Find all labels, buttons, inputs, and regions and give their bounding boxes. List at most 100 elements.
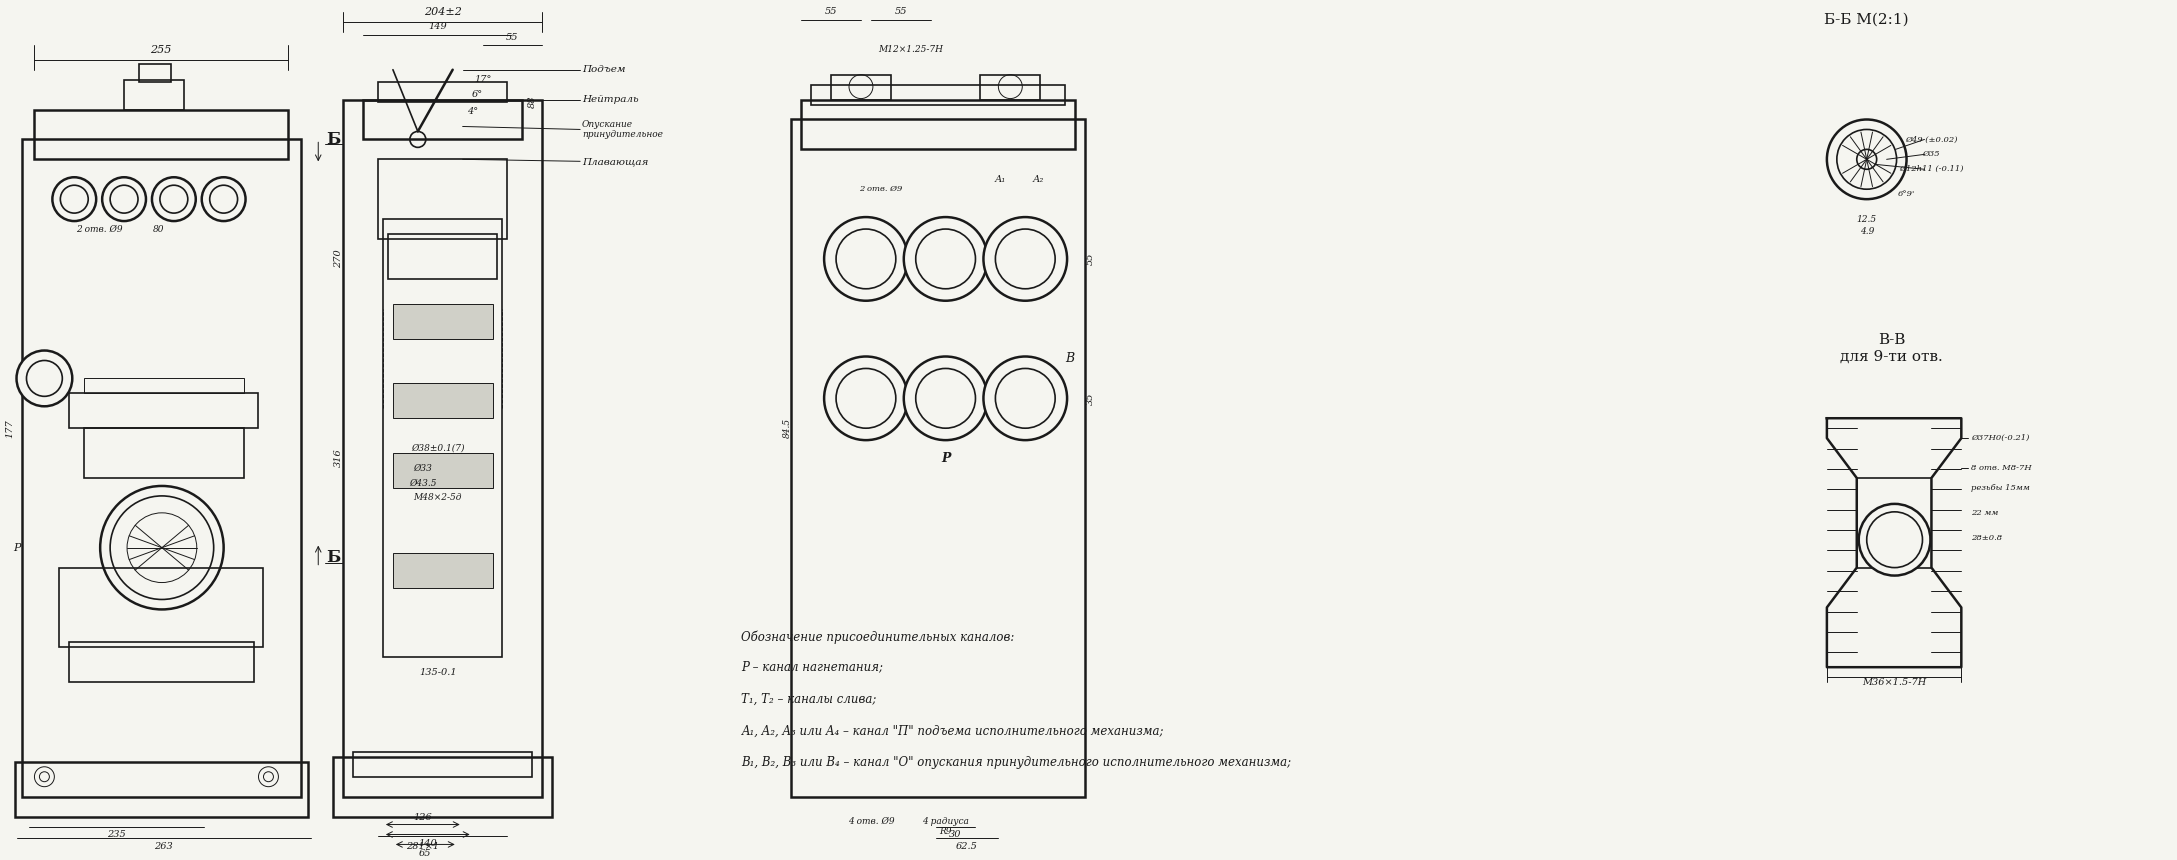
Text: R9: R9 <box>938 827 951 836</box>
Text: Подъем: Подъем <box>581 65 625 74</box>
Text: P: P <box>13 543 20 553</box>
Text: 55: 55 <box>507 34 518 42</box>
Text: 88: 88 <box>527 95 538 108</box>
Text: 55: 55 <box>895 8 908 16</box>
Text: 149: 149 <box>429 22 446 31</box>
Text: Ø35: Ø35 <box>1922 150 1940 158</box>
Bar <box>379 82 507 101</box>
Text: 204±2: 204±2 <box>425 7 462 17</box>
Text: Обозначение присоединительных каналов:: Обозначение присоединительных каналов: <box>742 630 1014 644</box>
Text: 4.9: 4.9 <box>1859 226 1874 236</box>
Bar <box>333 757 553 816</box>
Text: 135-0.1: 135-0.1 <box>418 667 457 677</box>
Text: 62.5: 62.5 <box>956 842 977 851</box>
Text: М36×1.5-7Н: М36×1.5-7Н <box>1864 678 1927 686</box>
Bar <box>980 75 1041 100</box>
Circle shape <box>995 229 1056 289</box>
Circle shape <box>152 177 196 221</box>
Circle shape <box>1866 512 1922 568</box>
Circle shape <box>209 185 237 213</box>
Circle shape <box>903 357 988 440</box>
Bar <box>85 378 244 393</box>
Text: Ø12h11 (-0.11): Ø12h11 (-0.11) <box>1898 165 1964 173</box>
Bar <box>353 752 533 777</box>
Text: 28±0.8: 28±0.8 <box>1972 534 2003 542</box>
Text: Нейтраль: Нейтраль <box>581 95 638 104</box>
Bar <box>70 642 253 682</box>
Text: А₂: А₂ <box>1032 175 1043 184</box>
Text: 22 мм: 22 мм <box>1972 509 1998 517</box>
Text: 263: 263 <box>155 842 174 851</box>
Text: 55: 55 <box>1086 253 1095 265</box>
Circle shape <box>100 486 224 610</box>
Circle shape <box>836 229 895 289</box>
Bar <box>392 304 492 339</box>
Text: М48×2-5д: М48×2-5д <box>414 494 462 502</box>
Bar <box>832 75 890 100</box>
Circle shape <box>111 496 213 599</box>
Bar <box>812 84 1065 105</box>
Text: 140: 140 <box>418 839 438 849</box>
Text: 2 отв. Ø9: 2 отв. Ø9 <box>860 185 903 194</box>
Circle shape <box>26 360 63 396</box>
Circle shape <box>995 368 1056 428</box>
Circle shape <box>903 217 988 301</box>
Text: А₁: А₁ <box>995 175 1006 184</box>
Circle shape <box>126 513 196 582</box>
Text: 177: 177 <box>4 419 13 438</box>
Bar <box>15 762 309 816</box>
Text: 6°: 6° <box>472 90 483 99</box>
Circle shape <box>102 177 146 221</box>
Text: 8 отв. М8-7Н: 8 отв. М8-7Н <box>1972 464 2031 472</box>
Text: 35: 35 <box>1086 392 1095 404</box>
Bar <box>139 64 170 82</box>
Circle shape <box>159 185 187 213</box>
Circle shape <box>52 177 96 221</box>
Circle shape <box>825 357 908 440</box>
Text: 235: 235 <box>107 830 126 839</box>
Text: Б-Б М(2:1): Б-Б М(2:1) <box>1824 13 1909 27</box>
Bar <box>85 428 244 478</box>
Text: В-В
для 9-ти отв.: В-В для 9-ти отв. <box>1840 334 1944 364</box>
Bar <box>344 100 542 796</box>
Circle shape <box>61 185 89 213</box>
Text: Ø38±0.1(7): Ø38±0.1(7) <box>411 444 464 452</box>
Text: Б: Б <box>327 131 340 148</box>
Text: 4°: 4° <box>468 107 479 116</box>
Text: Ø43.5: Ø43.5 <box>409 478 438 488</box>
Circle shape <box>984 217 1067 301</box>
Text: 4 отв. Ø9: 4 отв. Ø9 <box>847 817 895 826</box>
Bar <box>790 120 1084 796</box>
Text: Б: Б <box>327 550 340 566</box>
Bar <box>383 219 503 657</box>
Text: 12.5: 12.5 <box>1857 215 1877 224</box>
Text: Плавающая: Плавающая <box>581 157 649 166</box>
Text: 65: 65 <box>418 850 431 858</box>
Text: P: P <box>940 452 951 464</box>
Text: A₁, A₂, A₃ или A₄ – канал "П" подъема исполнительного механизма;: A₁, A₂, A₃ или A₄ – канал "П" подъема ис… <box>742 724 1165 737</box>
Text: 4 радиуса: 4 радиуса <box>923 817 969 826</box>
Circle shape <box>836 368 895 428</box>
Circle shape <box>917 229 975 289</box>
Circle shape <box>825 217 908 301</box>
Text: резьбы 15мм: резьбы 15мм <box>1972 484 2031 492</box>
Text: 80: 80 <box>152 224 165 234</box>
Bar <box>364 100 522 139</box>
Text: Ø49 (±0.02): Ø49 (±0.02) <box>1905 135 1957 144</box>
Text: 6°9': 6°9' <box>1898 190 1916 198</box>
Text: 2 отв. Ø9: 2 отв. Ø9 <box>76 224 122 234</box>
Bar <box>388 234 499 279</box>
Text: 84.5: 84.5 <box>784 418 792 439</box>
Text: 270: 270 <box>333 249 342 268</box>
Text: 281×1: 281×1 <box>407 842 440 851</box>
Bar <box>35 109 287 159</box>
Bar <box>392 453 492 488</box>
Text: Ø33: Ø33 <box>414 464 433 472</box>
Circle shape <box>202 177 246 221</box>
Bar <box>392 384 492 418</box>
Circle shape <box>1859 504 1931 575</box>
Text: 30: 30 <box>949 830 962 839</box>
Circle shape <box>917 368 975 428</box>
Bar <box>392 553 492 587</box>
Text: В: В <box>1065 352 1075 365</box>
